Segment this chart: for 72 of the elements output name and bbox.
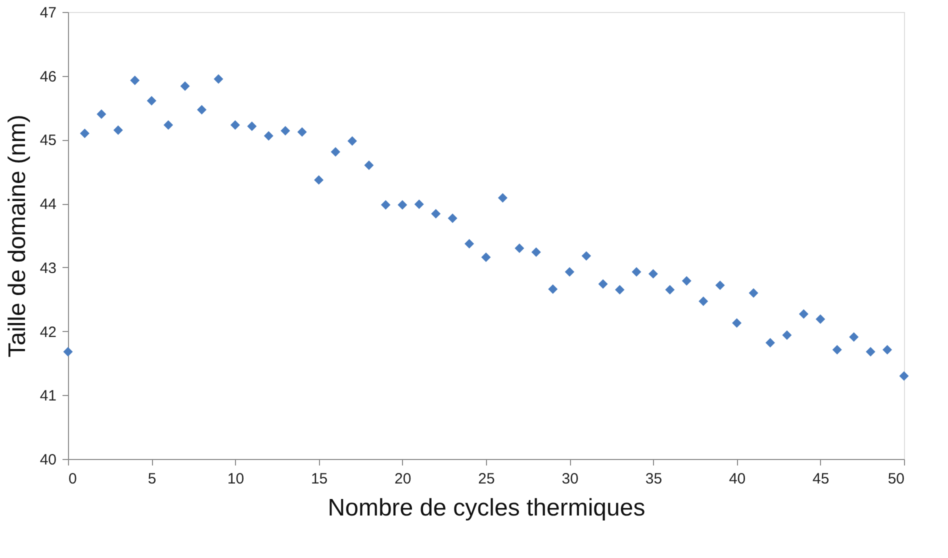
point [548,284,558,294]
point [514,244,524,254]
point [582,251,592,261]
point [899,371,909,381]
point [431,209,441,219]
point [598,279,608,289]
point [264,131,274,141]
point [531,247,541,257]
point [732,318,742,328]
point [564,267,574,277]
point [615,285,625,295]
point [146,96,156,106]
y-tick-label: 44 [40,196,56,214]
point [715,280,725,290]
point [866,346,876,356]
x-tick-label: 25 [478,470,495,488]
point [632,267,642,277]
point [164,120,174,130]
point [832,345,842,355]
point [80,128,90,138]
x-tick-label: 10 [227,470,244,488]
point [682,276,692,286]
point [247,122,257,132]
point [816,314,826,324]
point [782,330,792,340]
y-tick-label: 46 [40,68,56,86]
point [481,252,491,262]
point [280,126,290,136]
y-axis-title: Taille de domaine (nm) [4,114,31,358]
point [849,332,859,342]
point [297,127,307,137]
x-tick-label: 40 [728,470,746,488]
point [197,104,207,114]
x-tick-label: 50 [888,470,904,488]
point [347,136,357,146]
y-tick-label: 40 [40,452,56,468]
point [398,200,408,210]
x-tick-label: 5 [148,470,156,488]
x-tick-label: 0 [68,470,77,488]
point [330,147,340,157]
y-tick-label: 43 [40,260,56,277]
point [882,345,892,355]
x-tick-label: 20 [394,470,412,488]
y-tick-label: 42 [40,324,56,341]
point [448,214,458,223]
y-tick-label: 45 [40,132,56,150]
point [96,109,106,119]
point [798,309,808,319]
point [464,239,474,249]
point [113,125,123,135]
point [380,200,390,210]
point [748,288,758,298]
point [765,338,775,348]
x-tick-label: 45 [812,470,830,488]
x-tick-label: 35 [645,470,662,488]
point [498,193,508,203]
x-tick-label: 30 [562,470,578,488]
point [414,199,424,209]
point [214,74,224,84]
point [648,269,658,279]
point [314,175,324,185]
point [665,285,675,295]
point [230,120,240,130]
x-axis-title: Nombre de cycles thermiques [328,494,646,522]
point [180,81,190,91]
point [63,346,73,356]
point [130,76,140,86]
y-tick-label: 47 [40,4,56,22]
point [364,160,374,170]
point [698,296,708,306]
y-tick-label: 41 [40,388,56,405]
x-tick-label: 15 [310,470,328,488]
